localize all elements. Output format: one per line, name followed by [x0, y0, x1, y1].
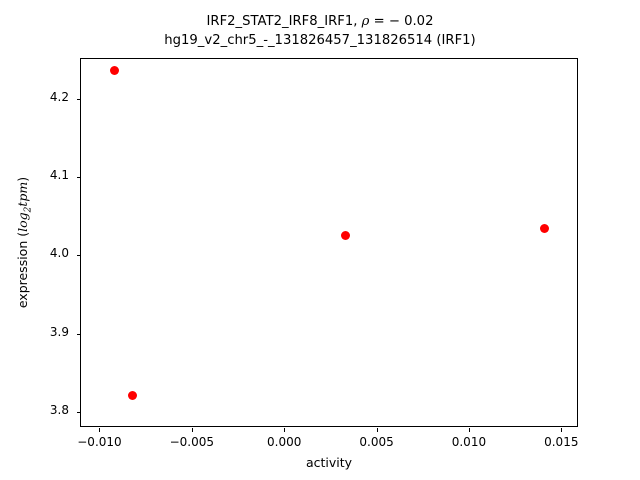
y-axis-tick	[77, 255, 81, 257]
y-axis-label: expression (log2tpm)	[14, 58, 34, 427]
scatter-plot-area	[81, 59, 577, 426]
x-axis-tick	[468, 428, 470, 432]
x-axis-tick-label: 0.000	[267, 435, 302, 449]
scatter-point	[340, 230, 350, 240]
x-axis-tick	[561, 428, 563, 432]
x-axis-tick	[191, 428, 193, 432]
y-axis-tick	[77, 411, 81, 413]
rho-symbol: ρ	[361, 14, 370, 29]
x-axis-tick-label: 0.005	[359, 435, 394, 449]
x-axis-tick	[284, 428, 286, 432]
x-axis-tick-label: 0.010	[451, 435, 487, 449]
rho-value: = − 0.02	[373, 14, 434, 29]
x-axis-tick-label: −0.010	[77, 435, 122, 449]
y-axis-tick-label: 3.8	[49, 402, 69, 417]
y-axis-label-math-sub: 2	[23, 206, 34, 213]
y-axis-label-math-unit: tpm	[15, 181, 30, 207]
chart-title: IRF2_STAT2_IRF8_IRF1, ρ = − 0.02 hg19_v2…	[0, 12, 640, 50]
y-axis-tick	[77, 333, 81, 335]
x-axis-tick	[376, 428, 378, 432]
y-axis-tick	[77, 99, 81, 101]
plot-axes-frame: −0.010 −0.005 0.000 0.005 0.010 0.015 3.8 3.9 4.…	[50, 58, 578, 449]
scatter-point	[128, 390, 138, 400]
y-axis-label-math-base: log	[15, 212, 30, 232]
x-axis-label: activity	[305, 455, 353, 470]
scatter-point	[540, 223, 550, 233]
chart-subtitle: hg19_v2_chr5_-_131826457_131826514 (IRF1…	[164, 33, 476, 48]
y-axis-tick-label: 3.9	[49, 324, 69, 339]
scatter-point	[109, 65, 119, 75]
x-axis-tick-label: −0.005	[169, 435, 215, 449]
y-axis-tick-label: 4.2	[49, 90, 69, 105]
x-axis-tick-label: 0.015	[544, 435, 579, 449]
y-axis-tick-label: 4.1	[49, 168, 69, 183]
chart-title-line-1: IRF2_STAT2_IRF8_IRF1, ρ = − 0.02	[0, 12, 640, 31]
y-axis-label-close: )	[15, 176, 30, 182]
chart-title-motif: IRF2_STAT2_IRF8_IRF1	[206, 14, 354, 29]
y-axis-tick-label: 4.0	[49, 246, 69, 261]
y-axis-label-text: expression (	[15, 231, 30, 309]
y-axis-tick	[77, 177, 81, 179]
chart-title-comma: ,	[353, 14, 362, 29]
x-axis-tick	[99, 428, 101, 432]
